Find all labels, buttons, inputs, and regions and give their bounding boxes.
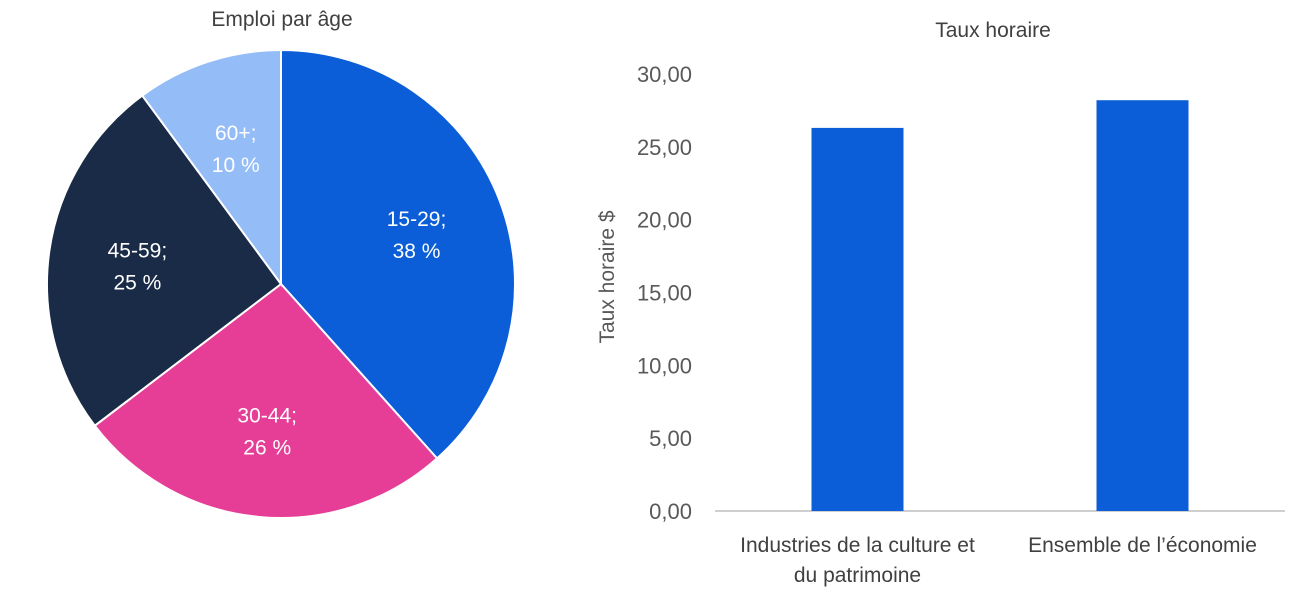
pie-slice-pct-3: 10 % — [212, 154, 260, 177]
x-axis-categories: Industries de la culture et du patrimoine… — [740, 534, 1257, 587]
pie-slices — [46, 48, 516, 519]
bar-chart-title: Taux horaire — [935, 19, 1051, 42]
pie-chart: Emploi par âge 15-29; 38 % 30-44; 26 % 45-59… — [46, 8, 516, 519]
x-category-label-0: du patrimoine — [794, 564, 921, 587]
x-category-label-0: Industries de la culture et — [740, 534, 975, 557]
bar-0 — [811, 127, 904, 511]
pie-slice-pct-0: 38 % — [393, 240, 441, 263]
pie-slice-label-2: 45-59; — [108, 239, 168, 262]
pie-slice-label-0: 15-29; — [387, 208, 447, 231]
pie-slice-0 — [280, 48, 516, 460]
pie-slice-1 — [93, 282, 439, 519]
pie-slice-pct-1: 26 % — [243, 436, 291, 459]
pie-slice-label-3: 60+; — [215, 122, 256, 145]
y-tick-label: 20,00 — [637, 208, 692, 233]
bar-1 — [1096, 100, 1189, 511]
y-tick-label: 15,00 — [637, 281, 692, 306]
y-axis-label: Taux horaire $ — [596, 210, 619, 343]
pie-labels: 15-29; 38 % 30-44; 26 % 45-59; 25 % 60+; 10 % — [108, 122, 447, 459]
pie-chart-title: Emploi par âge — [211, 8, 352, 31]
y-tick-label: 30,00 — [637, 62, 692, 87]
bars — [811, 100, 1189, 511]
y-tick-label: 10,00 — [637, 353, 692, 378]
pie-slice-label-1: 30-44; — [237, 404, 297, 427]
y-tick-label: 5,00 — [649, 426, 692, 451]
y-tick-label: 0,00 — [649, 499, 692, 524]
pie-slice-3 — [140, 48, 282, 288]
x-category-label-1: Ensemble de l’économie — [1028, 534, 1257, 557]
pie-slice-2 — [46, 94, 283, 428]
y-tick-label: 25,00 — [637, 135, 692, 160]
bar-chart: Taux horaire Taux horaire $ 0,00 5,00 10,0… — [596, 19, 1285, 587]
pie-slice-pct-2: 25 % — [113, 271, 161, 294]
y-axis-ticks: 0,00 5,00 10,00 15,00 20,00 25,00 30,00 — [637, 62, 692, 524]
